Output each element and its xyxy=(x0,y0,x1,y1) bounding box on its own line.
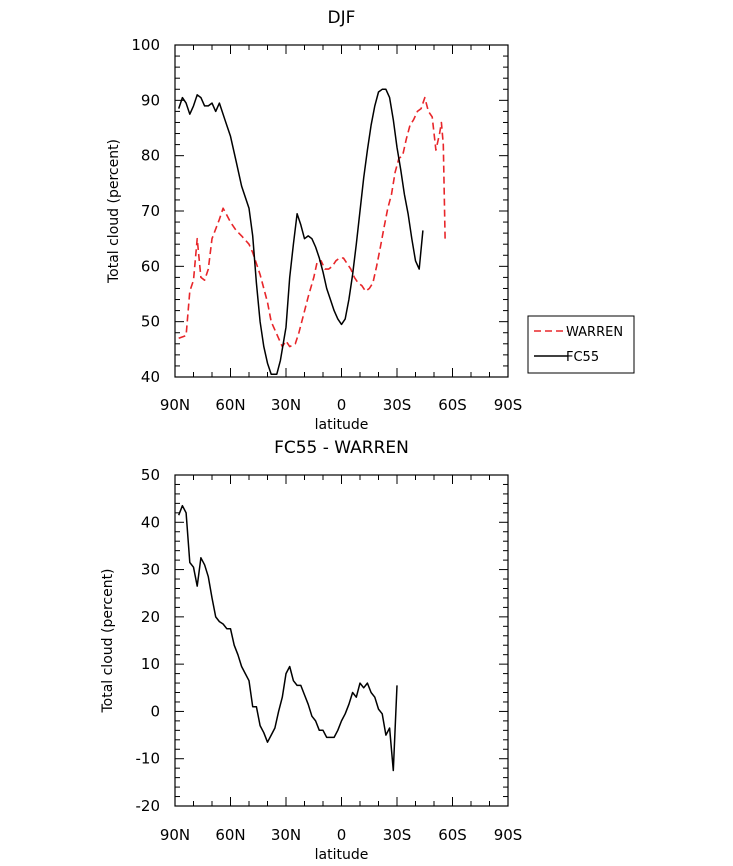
y-tick-label: -20 xyxy=(136,797,161,815)
y-tick-label: -10 xyxy=(136,750,161,768)
djf-chart-panel: 90N 60N 30N 0 30S 60S 90S 40 50 60 70 80 90 100 DJF lat… xyxy=(106,8,522,433)
chart-title: DJF xyxy=(328,8,356,28)
x-tick-label: 0 xyxy=(337,396,347,414)
y-tick-label: 50 xyxy=(141,466,160,484)
y-tick-label: 100 xyxy=(131,36,160,54)
chart-legend: WARREN FC55 xyxy=(527,315,635,374)
y-tick-label: 10 xyxy=(141,655,160,673)
legend-box xyxy=(527,315,635,374)
x-tick-label: 90N xyxy=(160,826,190,844)
x-tick-label: 60N xyxy=(215,826,245,844)
plot-frame xyxy=(174,474,509,807)
x-tick-label: 90S xyxy=(494,826,523,844)
y-tick-label: 50 xyxy=(141,313,160,331)
x-axis-label: latitude xyxy=(315,417,369,433)
chart-title: FC55 - WARREN xyxy=(274,438,409,458)
x-tick-label: 30N xyxy=(271,826,301,844)
x-tick-label: 60S xyxy=(438,826,467,844)
y-tick-label: 70 xyxy=(141,202,160,220)
plot-frame xyxy=(174,44,509,378)
legend-entry-fc55: FC55 xyxy=(566,350,599,365)
y-axis-label: Total cloud (percent) xyxy=(106,139,122,284)
x-tick-label: 0 xyxy=(337,826,347,844)
x-tick-label: 60S xyxy=(438,396,467,414)
x-tick-label: 60N xyxy=(215,396,245,414)
x-tick-label: 30S xyxy=(383,396,412,414)
x-tick-label: 30N xyxy=(271,396,301,414)
y-tick-label: 60 xyxy=(141,257,160,275)
y-tick-label: 40 xyxy=(141,513,160,531)
y-tick-label: 20 xyxy=(141,608,160,626)
y-tick-label: 40 xyxy=(141,368,160,386)
y-tick-label: 80 xyxy=(141,147,160,165)
x-tick-label: 90S xyxy=(494,396,523,414)
x-tick-label: 30S xyxy=(383,826,412,844)
y-axis-label: Total cloud (percent) xyxy=(100,568,116,713)
legend-entry-warren: WARREN xyxy=(566,325,623,340)
x-axis-label: latitude xyxy=(315,847,369,863)
y-tick-label: 90 xyxy=(141,91,160,109)
difference-chart-panel: 90N 60N 30N 0 30S 60S 90S -20 -10 0 10 20 30 40 50 FC55… xyxy=(100,438,522,863)
x-tick-label: 90N xyxy=(160,396,190,414)
y-tick-label: 30 xyxy=(141,561,160,579)
series-line-series-0 xyxy=(178,504,398,772)
series-line-warren xyxy=(178,96,446,348)
y-tick-label: 0 xyxy=(150,702,160,720)
